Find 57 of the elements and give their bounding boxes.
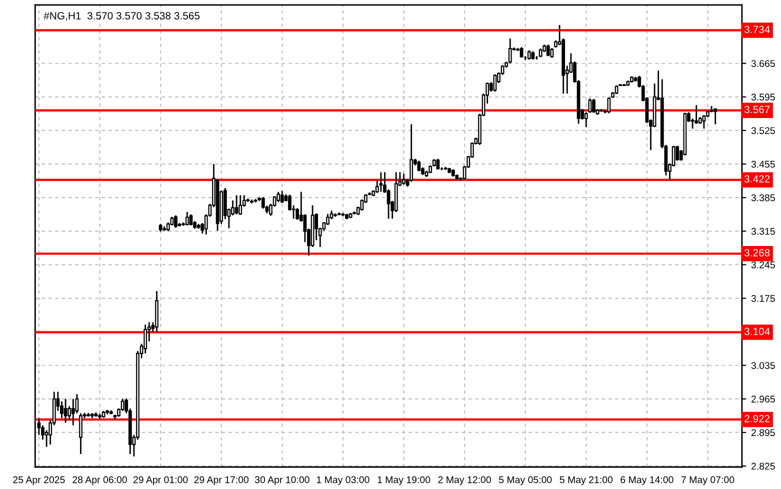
x-tick-label: 2 May 12:00 <box>438 476 491 486</box>
candlestick <box>714 108 718 125</box>
candlestick <box>694 104 698 124</box>
candlestick <box>402 172 406 186</box>
x-tick-label: 1 May 03:00 <box>316 476 370 486</box>
ref-line-label: 2.922 <box>744 414 770 422</box>
ref-line-label: 3.422 <box>744 175 770 183</box>
candlestick <box>238 194 242 216</box>
candlestick <box>64 398 68 424</box>
ref-line-label: 3.567 <box>744 106 770 114</box>
y-tick-label: 3.665 <box>751 60 775 67</box>
x-tick-label: 7 May 07:00 <box>681 476 734 486</box>
ref-line-label: 3.268 <box>744 249 770 256</box>
y-tick-label: 3.315 <box>751 228 775 235</box>
candlestick <box>189 214 193 226</box>
candlestick <box>493 74 497 92</box>
x-tick-label: 29 Apr 17:00 <box>194 476 249 486</box>
y-tick-label: 3.595 <box>751 94 775 101</box>
candlestick <box>584 112 588 128</box>
x-tick-label: 30 Apr 10:00 <box>254 476 310 486</box>
candlestick <box>702 114 706 130</box>
candlestick <box>79 412 82 455</box>
candlestick <box>607 96 611 114</box>
candlestick <box>508 38 512 64</box>
y-tick-label: 3.245 <box>751 261 775 268</box>
candlestick <box>234 194 238 216</box>
x-tick-label: 25 Apr 2025 <box>13 476 65 486</box>
candlestick <box>276 191 280 203</box>
y-tick-label: 3.385 <box>751 194 775 202</box>
ref-line-label: 3.104 <box>744 328 770 336</box>
y-tick-label: 3.175 <box>751 294 775 302</box>
ref-line-label: 3.734 <box>744 26 770 34</box>
y-tick-label: 2.965 <box>751 396 775 403</box>
text: #NG,H1 3.570 3.570 3.538 3.565 <box>44 12 200 21</box>
candlestick <box>410 124 414 182</box>
candlestick <box>280 190 284 204</box>
x-tick-label: 5 May 05:00 <box>498 476 552 486</box>
candlestick <box>592 98 596 114</box>
candlestick <box>71 398 75 426</box>
candlestick <box>174 214 178 228</box>
y-tick-label: 3.525 <box>751 127 775 134</box>
x-tick-label: 28 Apr 06:00 <box>72 476 127 486</box>
candlestick <box>144 324 148 354</box>
x-tick-label: 6 May 14:00 <box>620 476 674 486</box>
candlestick <box>436 158 440 170</box>
y-tick-label: 3.455 <box>751 160 775 168</box>
y-tick-label: 3.035 <box>751 362 775 369</box>
candlestick <box>185 211 189 226</box>
x-tick-label: 29 Apr 01:00 <box>133 476 188 486</box>
candlestick <box>379 171 383 193</box>
candlestick <box>261 196 265 210</box>
x-tick-label: 1 May 19:00 <box>378 476 430 486</box>
y-tick-label: 2.895 <box>751 429 775 436</box>
y-tick-label: 2.825 <box>751 462 775 470</box>
x-tick-label: 5 May 21:00 <box>560 476 613 486</box>
candlestick <box>527 50 531 60</box>
candlestick <box>588 98 592 114</box>
